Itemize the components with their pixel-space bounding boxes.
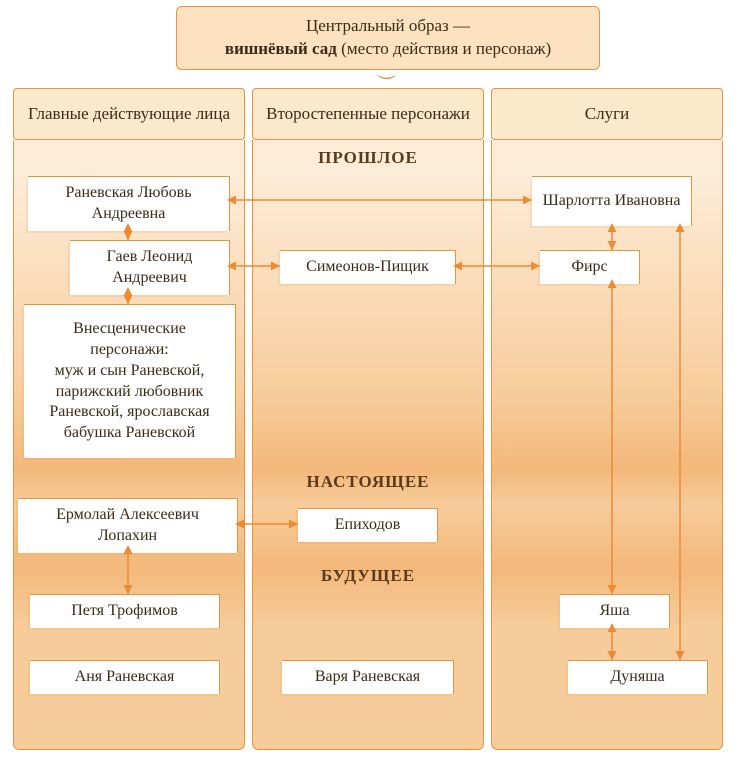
- node-offstage: Внесценические персонажи: муж и сын Ране…: [24, 304, 236, 458]
- title-brace: ⏝: [378, 58, 395, 79]
- column-header-1: Главные действующие лица: [13, 88, 245, 140]
- node-dunyasha: Дуняша: [568, 660, 708, 694]
- title-line1: Центральный образ —: [306, 16, 470, 35]
- diagram-canvas: Центральный образ — вишнёвый сад (место д…: [0, 0, 741, 759]
- column-header-3: Слуги: [491, 88, 723, 140]
- section-label-present: НАСТОЯЩЕЕ: [13, 472, 723, 492]
- node-anya: Аня Раневская: [30, 660, 220, 694]
- node-epikhodov: Епиходов: [298, 508, 438, 542]
- node-firs: Фирс: [540, 250, 640, 284]
- node-petya: Петя Трофимов: [30, 594, 220, 628]
- node-yasha: Яша: [560, 594, 670, 628]
- title-rest: (место действия и персонаж): [337, 39, 551, 58]
- section-label-future: БУДУЩЕЕ: [13, 566, 723, 586]
- title-bold: вишнёвый сад: [225, 39, 337, 58]
- node-ranevskaya: Раневская Любовь Андреевна: [28, 176, 230, 231]
- column-header-2: Второстепенные персонажи: [252, 88, 484, 140]
- column-body-2: [252, 140, 484, 750]
- node-gaev: Гаев Леонид Андреевич: [70, 240, 230, 295]
- section-label-past: ПРОШЛОЕ: [13, 148, 723, 168]
- node-sharlotta: Шарлотта Ивановна: [532, 176, 692, 226]
- node-varya: Варя Раневская: [282, 660, 454, 694]
- node-lopakhin: Ермолай Алексеевич Лопахин: [18, 498, 238, 553]
- column-body-3: [491, 140, 723, 750]
- node-pishchik: Симеонов-Пищик: [280, 250, 456, 284]
